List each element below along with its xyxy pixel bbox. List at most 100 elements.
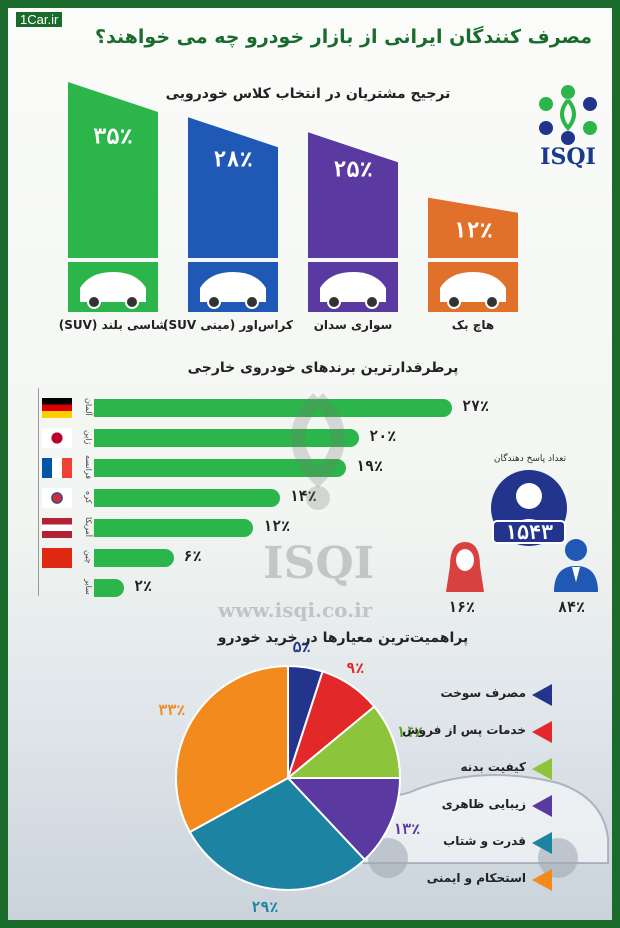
watermark-logo-icon bbox=[291, 393, 345, 510]
class-value-label: ۳۵٪ bbox=[93, 125, 133, 150]
brand-country-label: ژاپن bbox=[84, 429, 93, 445]
watermark-brand: ISQI bbox=[263, 538, 375, 589]
brand-country-label: چین bbox=[84, 550, 93, 564]
male-icon bbox=[554, 539, 598, 592]
criteria-legend-label: مصرف سوخت bbox=[440, 686, 526, 700]
brand-bar bbox=[94, 399, 452, 417]
brand-bar bbox=[94, 519, 254, 537]
brand-value-label: ۲٪ bbox=[134, 577, 153, 595]
class-bar bbox=[188, 117, 278, 258]
brand-country-label: فرانسه bbox=[84, 454, 93, 480]
legend-triangle-icon bbox=[532, 795, 552, 817]
class-value-label: ۱۲٪ bbox=[453, 219, 493, 244]
female-percent: ۱۶٪ bbox=[448, 598, 476, 616]
car-icon bbox=[200, 272, 266, 302]
brand-value-label: ۲۷٪ bbox=[462, 397, 490, 415]
pie-value-label: ۹٪ bbox=[346, 658, 365, 677]
class-category-label: شاسی بلند (SUV) bbox=[58, 318, 168, 332]
class-chart: ۳۵٪ ۲۸٪ ۲۵٪ ۱۲٪ bbox=[68, 82, 518, 312]
criteria-pie-chart bbox=[175, 664, 402, 891]
criteria-legend-label: خدمات پس از فروش bbox=[402, 723, 526, 737]
country-flag-icon bbox=[42, 458, 72, 478]
car-silhouette-icon bbox=[316, 774, 609, 878]
brand-bar bbox=[94, 549, 174, 567]
male-percent: ۸۴٪ bbox=[558, 598, 586, 616]
class-value-label: ۲۵٪ bbox=[333, 157, 373, 182]
brand-value-label: ۱۴٪ bbox=[289, 487, 317, 505]
brand-bar bbox=[94, 489, 280, 507]
legend-triangle-icon bbox=[532, 832, 552, 854]
criteria-legend-label: استحکام و ایمنی bbox=[426, 871, 526, 885]
female-icon bbox=[446, 542, 484, 592]
brand-value-label: ۶٪ bbox=[183, 547, 202, 565]
pie-slice bbox=[188, 776, 367, 891]
country-flag-icon bbox=[42, 398, 72, 418]
criteria-legend-label: قدرت و شتاب bbox=[443, 834, 526, 848]
brand-chart-title: پرطرفدارترین برندهای خودروی خارجی bbox=[187, 360, 459, 376]
brand-country-label: سایر bbox=[84, 579, 93, 595]
car-icon bbox=[320, 272, 386, 302]
pie-value-label: ۲۹٪ bbox=[251, 898, 279, 917]
class-bar bbox=[308, 132, 398, 258]
criteria-legend-item: خدمات پس از فروش bbox=[400, 721, 570, 747]
class-value-label: ۲۸٪ bbox=[213, 147, 253, 172]
car-wheel-icon bbox=[87, 295, 101, 309]
brand-value-label: ۱۹٪ bbox=[355, 457, 384, 475]
respondent-count-badge bbox=[492, 520, 566, 544]
logo-text: ISQI bbox=[540, 144, 596, 170]
brand-country-label: آلمان bbox=[84, 398, 93, 416]
pie-slice bbox=[285, 777, 402, 862]
criteria-legend-item: قدرت و شتاب bbox=[400, 832, 570, 858]
car-wheel-icon bbox=[327, 295, 341, 309]
brand-country-label: کره bbox=[84, 490, 93, 504]
country-flag-icon bbox=[42, 518, 72, 538]
country-flag-icon bbox=[42, 428, 72, 448]
class-category-label: کراس‌اور (مینی SUV) bbox=[163, 318, 293, 332]
criteria-legend-label: زیبایی ظاهری bbox=[441, 797, 526, 811]
criteria-legend-item: استحکام و ایمنی bbox=[400, 869, 570, 895]
country-flag-icon bbox=[42, 488, 72, 508]
car-wheel-icon bbox=[125, 295, 139, 309]
class-bar bbox=[68, 82, 158, 258]
pie-slice bbox=[175, 664, 289, 834]
isqi-logo-icon bbox=[539, 85, 597, 145]
class-bar bbox=[428, 197, 518, 258]
pie-value-label: ۱۳٪ bbox=[393, 820, 421, 839]
legend-triangle-icon bbox=[532, 684, 552, 706]
car-icon bbox=[440, 272, 506, 302]
brand-value-label: ۱۲٪ bbox=[263, 517, 291, 535]
legend-triangle-icon bbox=[532, 758, 552, 780]
pie-value-label: ۳۳٪ bbox=[158, 700, 186, 719]
class-category-label: هاچ بک bbox=[451, 318, 495, 332]
respondents-label: تعداد پاسخ دهندگان bbox=[493, 454, 567, 464]
car-wheel-icon bbox=[485, 295, 499, 309]
watermark-url: www.isqi.co.ir bbox=[218, 598, 373, 622]
car-wheel-icon bbox=[245, 295, 259, 309]
criteria-legend-item: مصرف سوخت bbox=[400, 684, 570, 710]
country-flag-icon bbox=[42, 548, 72, 568]
car-wheel-icon bbox=[207, 295, 221, 309]
brand-value-label: ۲۰٪ bbox=[369, 427, 397, 445]
respondent-count: ۱۵۴۳ bbox=[504, 520, 554, 544]
site-label: 1Car.ir bbox=[16, 12, 63, 27]
brand-bar bbox=[94, 579, 124, 597]
brand-country-label: آمریکا bbox=[84, 516, 93, 537]
car-wheel-icon bbox=[447, 295, 461, 309]
pie-value-label: ۱۱٪ bbox=[396, 723, 424, 742]
criteria-legend-label: کیفیت بدنه bbox=[460, 760, 526, 774]
class-chart-title: ترجیح مشتریان در انتخاب کلاس خودرویی bbox=[165, 86, 451, 102]
criteria-chart-title: پراهمیت‌ترین معیارها در خرید خودرو bbox=[217, 630, 469, 646]
legend-triangle-icon bbox=[532, 869, 552, 891]
page-title: مصرف کنندگان ایرانی از بازار خودرو چه می… bbox=[94, 26, 592, 48]
pie-value-label: ۵٪ bbox=[292, 637, 311, 656]
brand-bar bbox=[94, 429, 360, 447]
legend-triangle-icon bbox=[532, 721, 552, 743]
brand-chart-frame bbox=[38, 388, 39, 596]
criteria-legend-item: کیفیت بدنه bbox=[400, 758, 570, 784]
car-icon bbox=[80, 272, 146, 302]
pie-slice bbox=[285, 705, 402, 779]
brand-bar bbox=[94, 459, 346, 477]
car-wheel-icon bbox=[365, 295, 379, 309]
criteria-legend-item: زیبایی ظاهری bbox=[400, 795, 570, 821]
class-category-label: سواری سدان bbox=[313, 318, 393, 332]
